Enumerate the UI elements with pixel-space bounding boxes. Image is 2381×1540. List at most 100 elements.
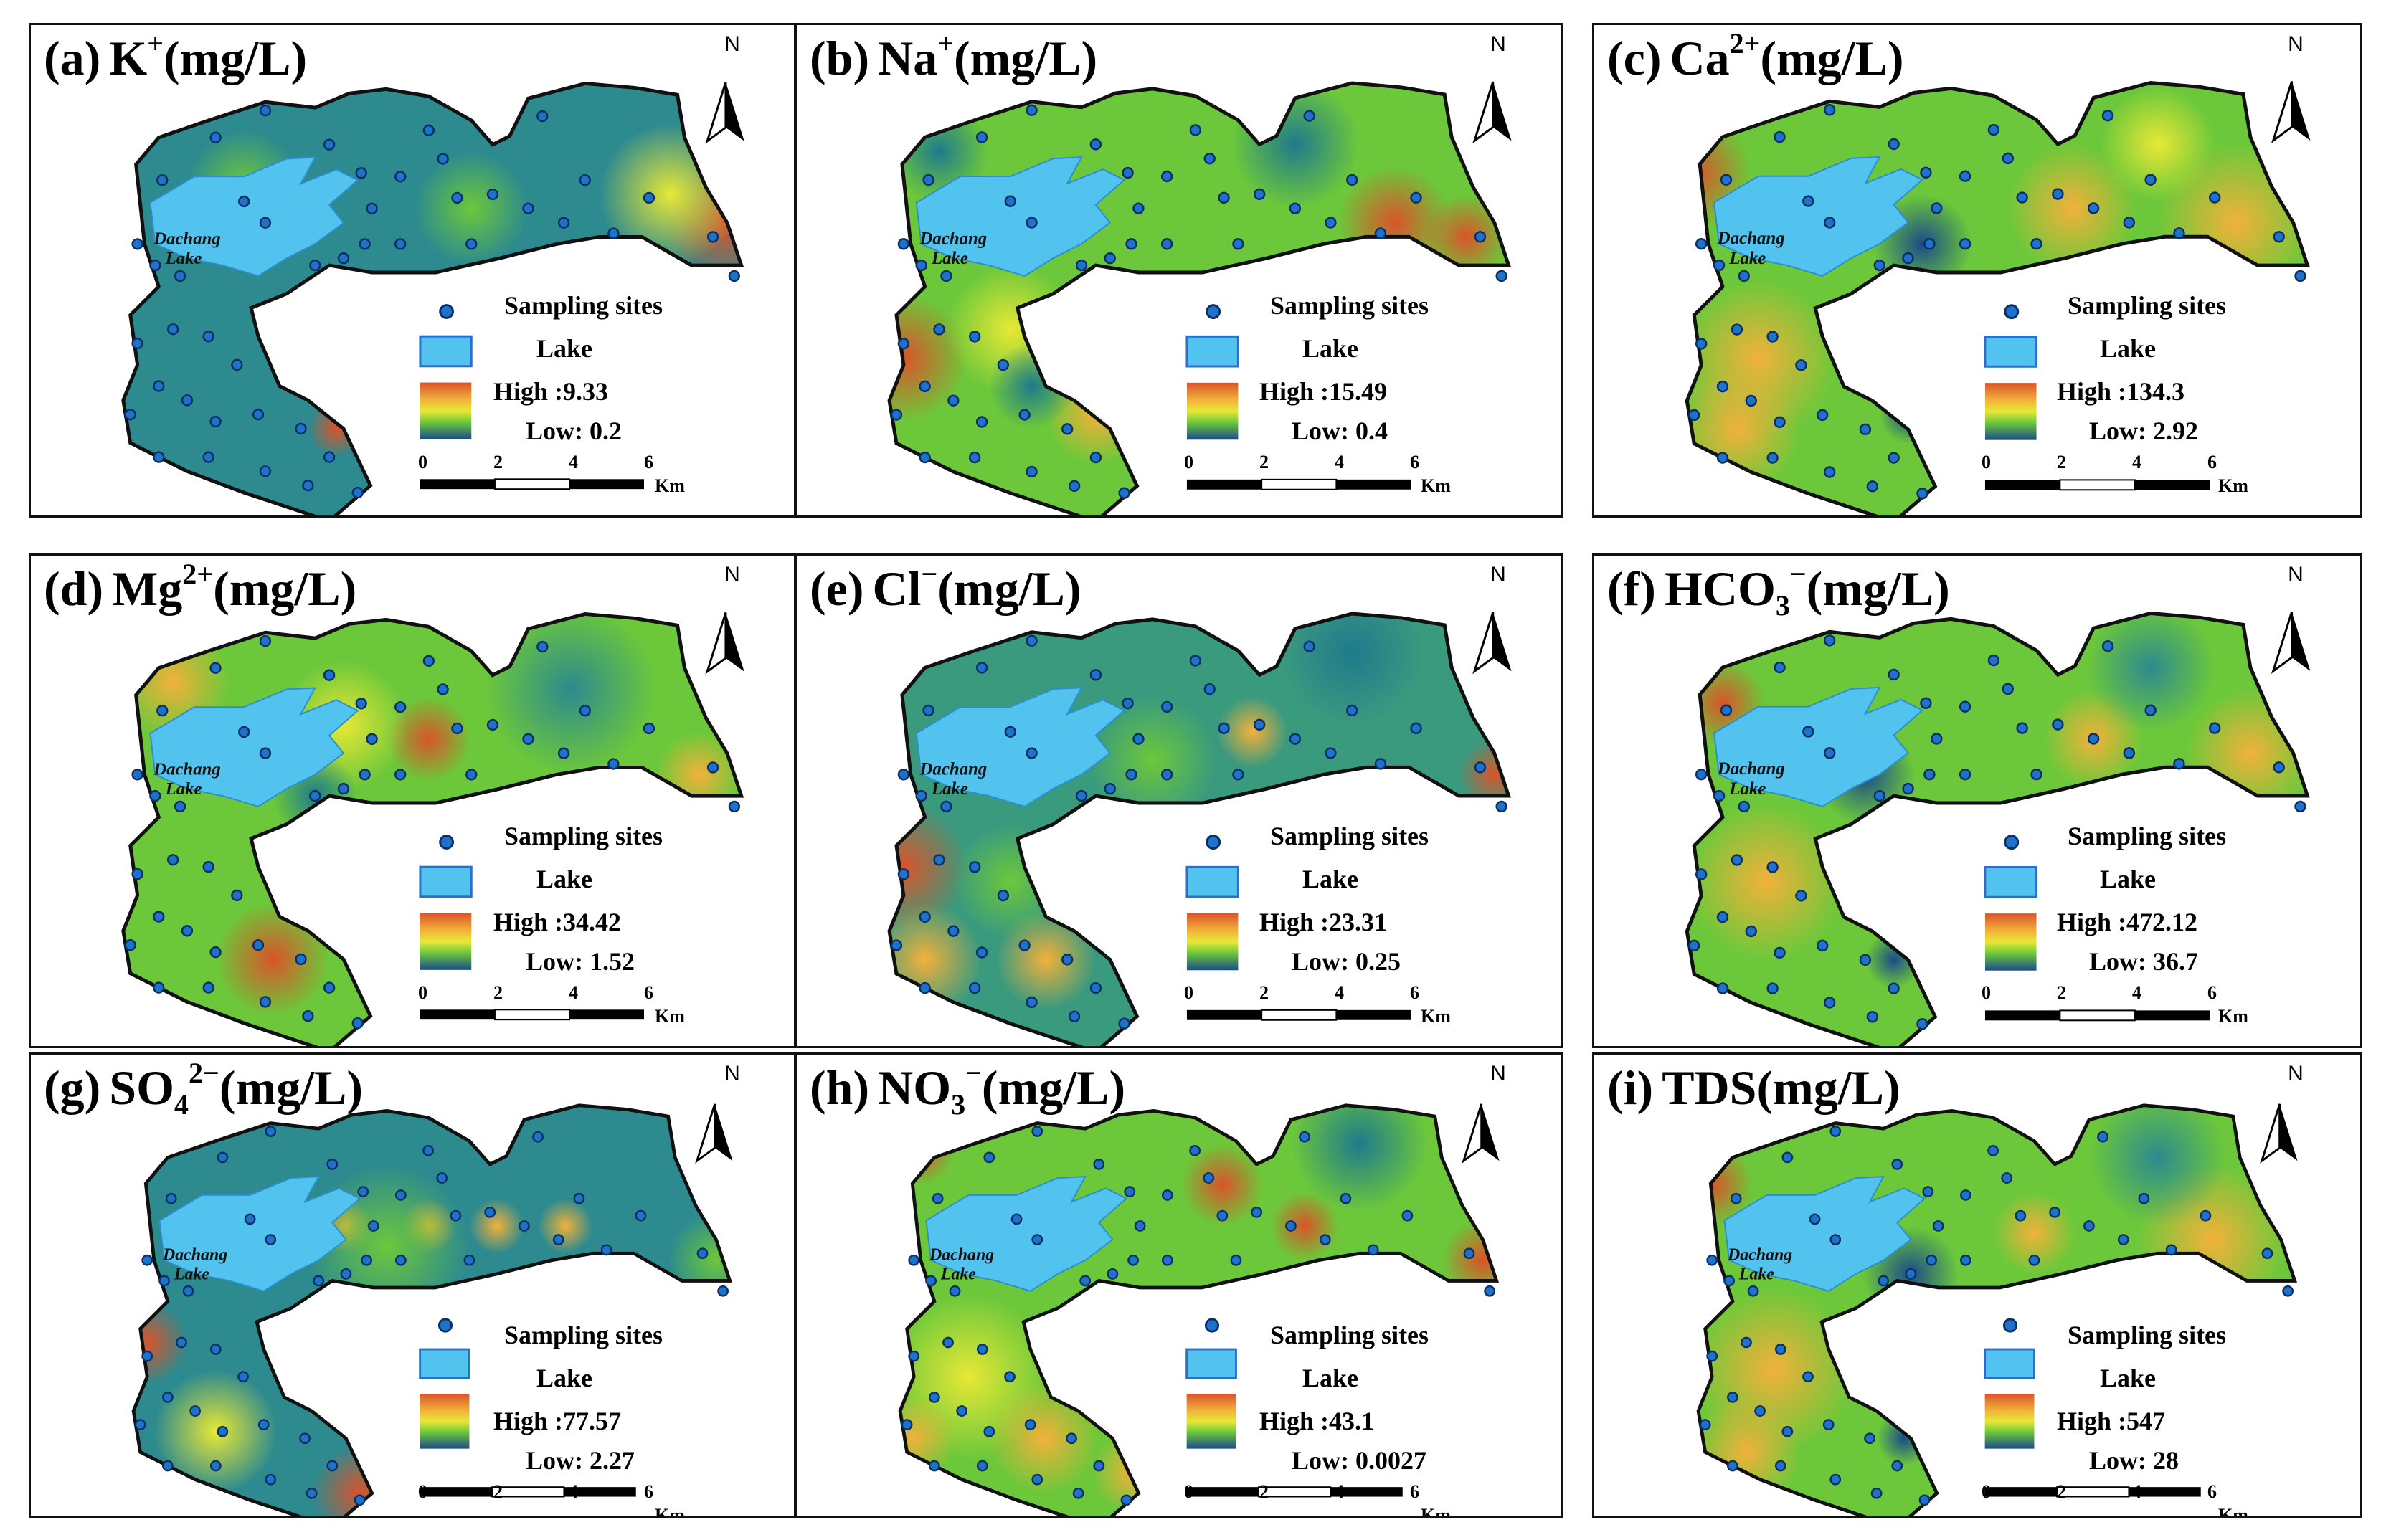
sampling-site [519, 1220, 530, 1232]
sampling-site [1160, 769, 1173, 781]
scale-bar-segment-3 [2134, 1010, 2210, 1021]
scale-tick-0: 0 [1982, 1481, 1991, 1502]
sampling-site [182, 1285, 194, 1297]
sampling-site [156, 174, 169, 186]
sampling-site [1870, 1487, 1883, 1499]
sampling-site [484, 1206, 496, 1218]
interpolated-surface [123, 83, 742, 515]
sampling-site [976, 1344, 988, 1355]
legend-lake-label: Lake [1302, 865, 1359, 893]
sampling-site [1987, 654, 2000, 667]
sampling-site [2002, 152, 2014, 165]
ion-name: SO [109, 1060, 175, 1115]
surface-hotspot [386, 696, 472, 782]
sampling-site [1716, 982, 1729, 994]
sampling-site [1823, 997, 1836, 1009]
sampling-site [1160, 238, 1173, 250]
sampling-site [1730, 1192, 1742, 1204]
scale-bar-segment-1 [1984, 1010, 2060, 1021]
sampling-site [1031, 1234, 1043, 1245]
sampling-site [1766, 331, 1779, 343]
map-canvas: Dachang Lake [898, 1103, 1500, 1516]
sampling-site [357, 1186, 369, 1198]
legend-sampling-label: Sampling sites [2068, 291, 2227, 320]
map-canvas: Dachang Lake [1696, 1103, 2298, 1516]
study-area-boundary [1685, 80, 2310, 515]
sampling-site [947, 394, 960, 407]
sampling-site [1232, 238, 1244, 250]
sampling-site [2138, 1192, 2150, 1204]
lake-label-line2: Lake [1738, 1265, 1774, 1284]
legend-low-value: 0.25 [1355, 947, 1401, 976]
legend-high-value: 547 [2126, 1407, 2166, 1435]
map-panel-c: Dachang Lake (c) Ca2+(mg/L) Sampl [1592, 23, 2362, 518]
sampling-site [1134, 1220, 1146, 1232]
legend-site-symbol [2004, 835, 2020, 850]
surface-hotspot [1088, 696, 1217, 824]
scale-tick-0: 0 [418, 1481, 427, 1502]
unit-label: (mg/L) [164, 31, 308, 85]
legend-high-label: High :9.33 [493, 376, 608, 407]
surface-hotspot [2086, 613, 2215, 732]
legend-symbols [419, 1318, 470, 1449]
ion-name: HCO [1664, 561, 1776, 616]
sampling-site [1319, 1234, 1331, 1245]
ion-subscript: 3 [1775, 589, 1790, 622]
lake-label: Dachang Lake [929, 1246, 994, 1284]
sampling-site [1774, 1344, 1786, 1355]
sampling-site [706, 761, 719, 774]
sampling-site [997, 889, 1010, 902]
lake-label-line2: Lake [165, 779, 202, 799]
sampling-site [1189, 124, 1202, 136]
sampling-site [1829, 1126, 1842, 1137]
sampling-site [975, 416, 988, 428]
sampling-site [299, 1432, 311, 1445]
sampling-site [165, 1192, 177, 1204]
sampling-site [1823, 634, 1836, 647]
sampling-site [153, 911, 165, 923]
lake-label: Dachang Lake [162, 1246, 227, 1284]
surface-hotspot [1181, 1144, 1264, 1226]
sampling-site [141, 1254, 153, 1266]
panel-label: (f) [1607, 561, 1656, 616]
sampling-site [153, 451, 165, 463]
sampling-site [124, 408, 136, 421]
sampling-site [436, 1172, 448, 1184]
sampling-site [302, 480, 314, 492]
scale-tick-0: 0 [1982, 452, 1991, 472]
sampling-site [1822, 1419, 1835, 1431]
legend-low-prefix: Low: [1292, 947, 1355, 976]
lake-label-line1: Dachang [153, 229, 221, 248]
sampling-site [1253, 188, 1266, 201]
sampling-site [1745, 394, 1757, 407]
map-panel-h: Dachang Lake (h) NO3−(mg/L) Sampl [795, 1052, 1563, 1518]
sampling-site [1726, 1392, 1738, 1403]
sampling-site [237, 1371, 249, 1383]
map-panel-a: Dachang Lake (a) K+(mg/L) Samplin [29, 23, 796, 518]
sampling-site [1695, 338, 1708, 350]
legend-lake-label: Lake [1302, 1364, 1359, 1392]
legend-high-value: 77.57 [563, 1407, 622, 1435]
north-letter: N [724, 1062, 740, 1085]
scale-bar-segment-3 [1330, 1487, 1403, 1497]
sampling-sites [1688, 104, 2306, 500]
sampling-site [394, 769, 407, 781]
sampling-site [209, 946, 222, 959]
legend-low-prefix: Low: [526, 417, 590, 445]
legend-low-prefix: Low: [1292, 417, 1355, 445]
sampling-site [2015, 1209, 2027, 1222]
scale-tick-0: 0 [418, 982, 427, 1003]
lake-label: Dachang Lake [153, 229, 221, 268]
legend-low-value: 0.2 [590, 417, 622, 445]
sampling-site [908, 1350, 920, 1362]
legend-high-value: 472.12 [2126, 908, 2198, 936]
sampling-site [1706, 1254, 1718, 1266]
scale-tick-4: 4 [2132, 982, 2141, 1003]
sampling-site [2028, 1254, 2040, 1266]
legend-lake-label: Lake [536, 1364, 593, 1392]
sampling-site [209, 415, 222, 428]
study-area-boundary [121, 81, 744, 515]
legend-low-label: Low: 0.25 [1292, 946, 1401, 976]
surface-base [123, 83, 742, 515]
sampling-site [1688, 939, 1700, 952]
